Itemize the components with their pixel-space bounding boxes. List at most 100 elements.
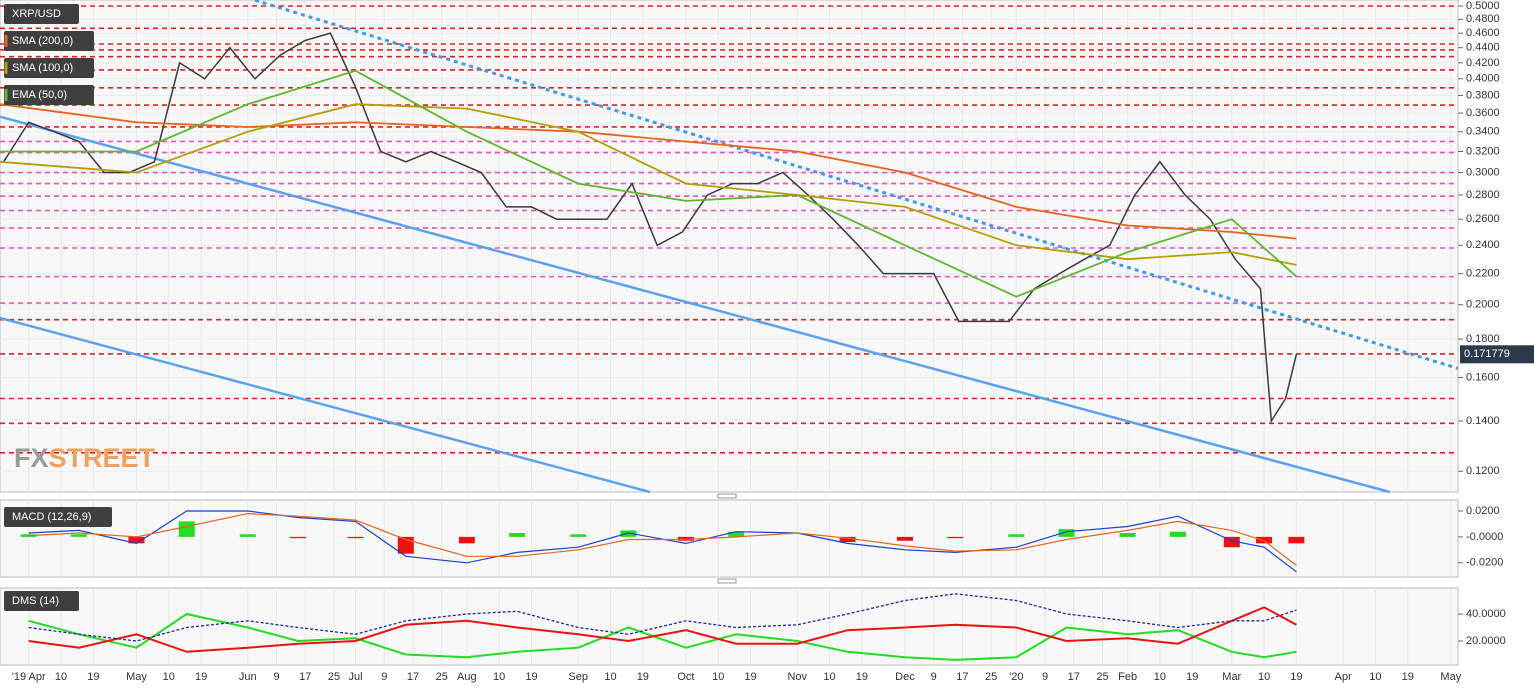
y-tick-label: 0.3400 [1466, 126, 1500, 138]
dms-line [28, 606, 1297, 653]
x-tick-label: May [1440, 671, 1461, 683]
x-tick-label: May [126, 671, 147, 683]
x-tick-label: '19 Apr [12, 671, 46, 683]
y-tick-label: -0.0000 [1466, 531, 1503, 543]
trend-line [0, 115, 1391, 494]
indicator-line [0, 103, 1297, 240]
legend-label: SMA (200,0) [12, 35, 73, 47]
dms-line [28, 593, 1297, 642]
price-line [2, 32, 1298, 424]
legend-box [4, 31, 94, 51]
x-tick-label: 17 [1068, 671, 1080, 683]
x-tick-label: 10 [1154, 671, 1166, 683]
histogram-bar [947, 536, 964, 539]
y-tick-label: 0.1600 [1466, 371, 1500, 383]
histogram-bar [347, 536, 364, 539]
histogram-bar [839, 536, 856, 543]
x-tick-label: 9 [381, 671, 387, 683]
y-tick-label: 0.1200 [1466, 465, 1500, 477]
y-tick-label: 0.4000 [1466, 73, 1500, 85]
trend-line [0, 316, 651, 494]
y-tick-label: 0.3200 [1466, 145, 1500, 157]
histogram-bar [290, 536, 307, 539]
trend-line [254, 0, 1459, 370]
histogram-bar [677, 536, 694, 541]
legend-box [4, 4, 79, 24]
last-price-label: 0.171779 [1464, 348, 1510, 360]
x-tick-label: 19 [87, 671, 99, 683]
y-tick-label: 0.4400 [1466, 42, 1500, 54]
y-tick-label: 20.0000 [1466, 635, 1506, 647]
y-tick-label: -0.0200 [1466, 557, 1503, 569]
y-tick-label: 0.2000 [1466, 299, 1500, 311]
histogram-bar [71, 534, 88, 537]
x-tick-label: 19 [856, 671, 868, 683]
x-tick-label: Feb [1118, 671, 1137, 683]
y-tick-label: 0.1400 [1466, 415, 1500, 427]
watermark-street: STREET [49, 443, 156, 473]
x-tick-label: 25 [436, 671, 448, 683]
y-tick-label: 0.3000 [1466, 166, 1500, 178]
x-tick-label: Mar [1222, 671, 1241, 683]
histogram-bar [1008, 534, 1025, 537]
x-tick-label: Oct [677, 671, 694, 683]
histogram-bar [728, 531, 745, 537]
x-tick-label: 19 [1402, 671, 1414, 683]
x-tick-label: Aug [457, 671, 477, 683]
histogram-bar [1288, 536, 1305, 544]
x-tick-label: 10 [55, 671, 67, 683]
macd-panel [0, 499, 1459, 578]
legend-label: MACD (12,26,9) [12, 511, 91, 523]
watermark-fx: FX [14, 443, 49, 473]
y-tick-label: 0.2800 [1466, 189, 1500, 201]
y-tick-label: 0.5000 [1466, 0, 1500, 12]
dms-line [28, 612, 1297, 661]
histogram-bar [1119, 533, 1136, 537]
panel-handle[interactable] [717, 493, 737, 499]
x-tick-label: 19 [1186, 671, 1198, 683]
x-tick-label: 9 [931, 671, 937, 683]
x-tick-label: 10 [493, 671, 505, 683]
x-tick-label: 19 [525, 671, 537, 683]
x-tick-label: 25 [328, 671, 340, 683]
y-tick-label: 0.4200 [1466, 57, 1500, 69]
x-tick-label: 25 [1096, 671, 1108, 683]
legend-box [4, 591, 79, 611]
macd-line [28, 510, 1297, 573]
x-tick-label: 25 [985, 671, 997, 683]
last-price-box [1460, 345, 1534, 364]
watermark: FXSTREET [14, 443, 156, 473]
y-tick-label: 0.4600 [1466, 27, 1500, 39]
y-tick-label: 0.1800 [1466, 333, 1500, 345]
y-tick-label: 0.0200 [1466, 505, 1500, 517]
x-tick-label: 9 [273, 671, 279, 683]
x-tick-label: Jun [239, 671, 257, 683]
y-tick-label: 0.3800 [1466, 89, 1500, 101]
x-tick-label: 17 [956, 671, 968, 683]
x-tick-label: 19 [744, 671, 756, 683]
x-tick-label: Apr [1335, 671, 1352, 683]
legend-label: EMA (50,0) [12, 89, 67, 101]
indicator-line [0, 69, 1297, 298]
x-tick-label: Sep [568, 671, 588, 683]
histogram-bar [1169, 531, 1186, 537]
x-tick-label: 19 [637, 671, 649, 683]
indicator-line [0, 103, 1297, 266]
panel-handle[interactable] [717, 578, 737, 584]
x-tick-label: 17 [299, 671, 311, 683]
histogram-bar [1058, 529, 1075, 537]
legend-box [4, 85, 94, 105]
histogram-bar [1256, 536, 1273, 544]
x-tick-label: Nov [787, 671, 807, 683]
legend-label: DMS (14) [12, 595, 59, 607]
signal-line [28, 512, 1297, 566]
y-tick-label: 0.2400 [1466, 239, 1500, 251]
y-tick-label: 0.4800 [1466, 13, 1500, 25]
x-tick-label: '20 [1009, 671, 1023, 683]
x-tick-label: Jul [348, 671, 362, 683]
x-tick-label: 17 [407, 671, 419, 683]
y-tick-label: 0.3600 [1466, 107, 1500, 119]
x-tick-label: 19 [195, 671, 207, 683]
